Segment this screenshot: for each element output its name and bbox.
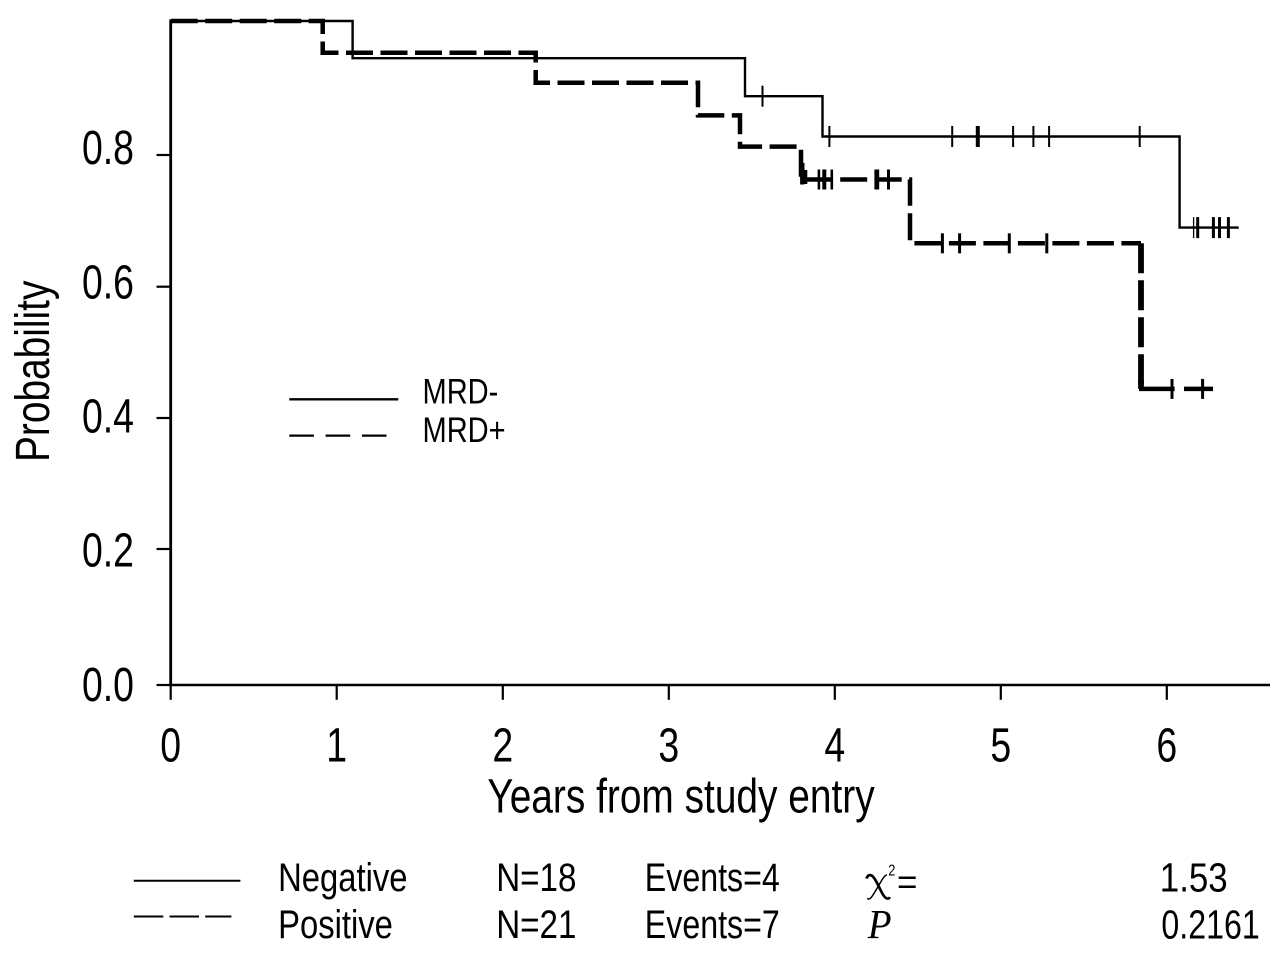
svg-text:Events=7: Events=7 xyxy=(645,902,780,947)
svg-text:4: 4 xyxy=(824,719,845,773)
svg-text:0.8: 0.8 xyxy=(82,122,134,176)
svg-text:Negative: Negative xyxy=(278,855,407,900)
svg-text:N=18: N=18 xyxy=(496,855,576,900)
svg-text:N=21: N=21 xyxy=(496,902,576,947)
svg-text:0.4: 0.4 xyxy=(82,390,134,444)
svg-text:3: 3 xyxy=(658,719,679,773)
svg-text:6: 6 xyxy=(1156,719,1177,773)
svg-text:5: 5 xyxy=(990,719,1011,773)
svg-text:0: 0 xyxy=(160,719,181,773)
svg-text:1.53: 1.53 xyxy=(1160,856,1228,901)
svg-text:Positive: Positive xyxy=(278,902,393,947)
svg-text:0.0: 0.0 xyxy=(82,658,134,712)
svg-text:0.2161: 0.2161 xyxy=(1161,902,1259,948)
svg-text:P: P xyxy=(867,901,892,947)
svg-text:Years from study entry: Years from study entry xyxy=(487,770,874,824)
svg-text:2: 2 xyxy=(888,862,895,880)
svg-text:0.6: 0.6 xyxy=(82,256,134,310)
svg-text:=: = xyxy=(897,863,917,902)
svg-text:Events=4: Events=4 xyxy=(645,855,780,900)
svg-text:2: 2 xyxy=(492,719,513,773)
svg-text:0.2: 0.2 xyxy=(82,524,134,578)
svg-text:1: 1 xyxy=(326,719,347,773)
svg-text:Probability: Probability xyxy=(6,280,60,462)
svg-text:MRD+: MRD+ xyxy=(423,410,506,449)
svg-text:MRD-: MRD- xyxy=(423,372,499,411)
